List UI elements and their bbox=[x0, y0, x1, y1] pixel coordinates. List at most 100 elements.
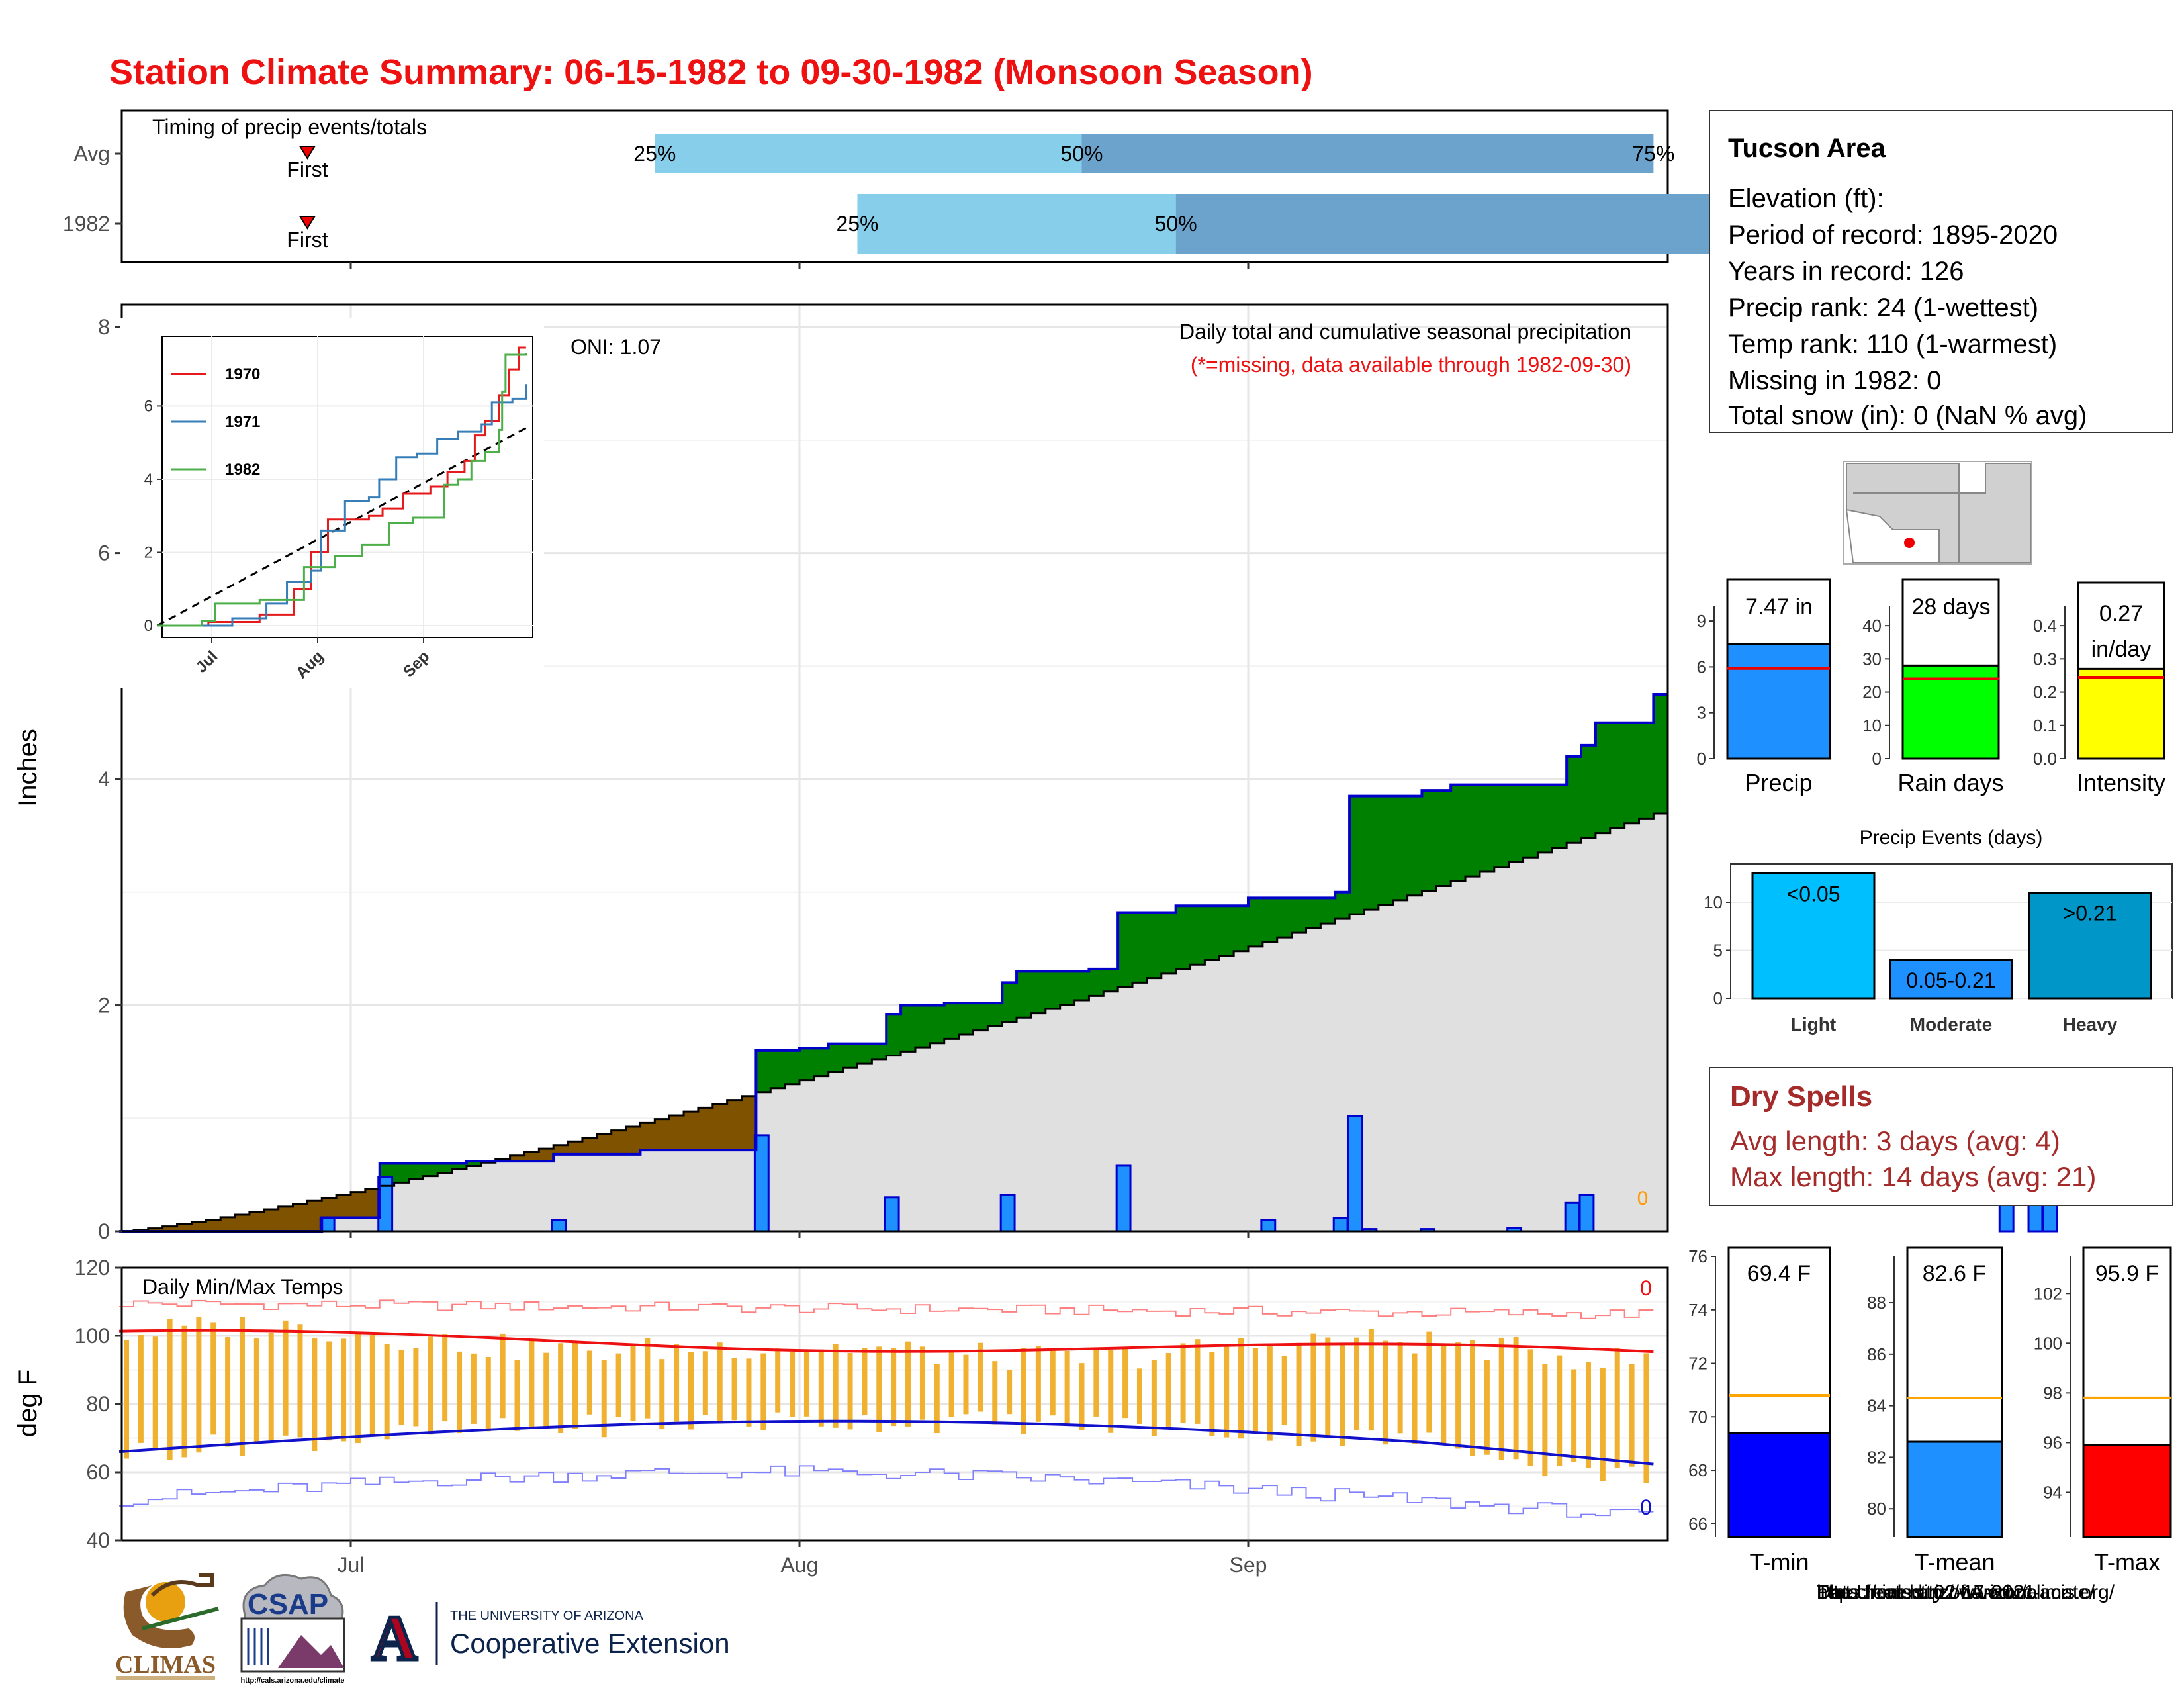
daily-temp-bar bbox=[1267, 1344, 1273, 1441]
temp-ytick-label: 80 bbox=[86, 1392, 110, 1416]
below-normal-area bbox=[249, 1212, 265, 1231]
above-normal-area bbox=[1103, 968, 1118, 992]
inset-series-1982 bbox=[157, 353, 527, 627]
intensity_bar-chart: 0.0 0.1 0.2 0.3 0.4 Intensity 0.27 in/day bbox=[2033, 581, 2165, 796]
tmin-bar-value: 69.4 F bbox=[1747, 1261, 1811, 1286]
inset-ytick-label: 0 bbox=[144, 617, 153, 635]
daily-temp-bar bbox=[702, 1351, 708, 1415]
precip-annotation: Daily total and cumulative seasonal prec… bbox=[1179, 320, 1631, 344]
intensity-bar-value: 0.27 bbox=[2099, 601, 2143, 626]
info-elevation: Elevation (ft): bbox=[1728, 184, 1884, 213]
ua-block-a-icon: A bbox=[371, 1603, 417, 1673]
daily-temp-bar bbox=[919, 1346, 925, 1420]
events-category-label: Light bbox=[1791, 1014, 1836, 1035]
below-normal-area bbox=[307, 1201, 322, 1231]
inset-legend-label: 1982 bbox=[225, 461, 260, 479]
events-bar-moderate bbox=[1889, 959, 2013, 1000]
events-bar-label: >0.21 bbox=[2064, 902, 2117, 925]
tmean_bar-bar bbox=[1906, 1440, 2003, 1538]
daily-temp-bar bbox=[1527, 1349, 1533, 1466]
temp-ytick-label: 120 bbox=[75, 1256, 110, 1280]
daily-temp-bar bbox=[1035, 1346, 1041, 1422]
daily-temp-bar bbox=[803, 1350, 809, 1417]
intensity_bar-ytick-label: 0.1 bbox=[2033, 716, 2057, 735]
below-normal-area bbox=[510, 1155, 525, 1162]
daily-temp-bar bbox=[398, 1349, 404, 1425]
inset-ytick-label: 6 bbox=[144, 397, 153, 415]
tmean_bar-chart: 80 82 84 86 88 T-mean 82.6 F bbox=[1867, 1246, 2003, 1575]
tmin_bar-ytick-label: 66 bbox=[1688, 1514, 1707, 1534]
precip-missing-count: 0 bbox=[1637, 1188, 1649, 1209]
climas-logo-text: CLIMAS bbox=[115, 1651, 216, 1679]
daily-temp-bar bbox=[1165, 1353, 1171, 1427]
daily-precip-bar bbox=[1115, 1164, 1132, 1233]
below-normal-area bbox=[698, 1107, 713, 1150]
precip-events-chart: Precip Events (days) 0 5 10 <0.05 Light 0.05-0… bbox=[1704, 827, 2173, 1035]
daily-temp-bar bbox=[369, 1335, 375, 1437]
tmax_bar-ytick-label: 102 bbox=[2034, 1284, 2062, 1303]
above-normal-area bbox=[1653, 694, 1668, 814]
above-normal-area bbox=[1451, 784, 1466, 882]
above-normal-area bbox=[1045, 971, 1061, 1009]
daily-temp-bar bbox=[1108, 1350, 1114, 1433]
above-normal-area bbox=[1349, 796, 1365, 915]
precip_bar-ytick-label: 3 bbox=[1697, 703, 1706, 723]
daily-temp-bar bbox=[1397, 1342, 1403, 1434]
daily-temp-bar bbox=[210, 1322, 216, 1435]
daily-temp-bar bbox=[1238, 1338, 1244, 1439]
daily-temp-bar bbox=[500, 1333, 506, 1419]
below-normal-area bbox=[162, 1226, 178, 1231]
inset-series-1970 bbox=[157, 346, 526, 627]
daily-temp-bar bbox=[1079, 1363, 1085, 1430]
daily-temp-bar bbox=[978, 1342, 983, 1412]
daily-temp-bar bbox=[1195, 1339, 1201, 1424]
daily-temp-bar bbox=[891, 1348, 897, 1427]
above-normal-area bbox=[1335, 892, 1350, 919]
daily-temp-bar bbox=[1281, 1356, 1287, 1425]
rain_days_bar-ytick-label: 40 bbox=[1862, 616, 1882, 635]
daily-temp-bar bbox=[1093, 1348, 1099, 1417]
daily-temp-bar bbox=[630, 1344, 636, 1421]
tmax_bar-ytick-label: 94 bbox=[2043, 1482, 2062, 1502]
rain_days_bar-ytick-label: 10 bbox=[1862, 716, 1882, 735]
footer-plot-created: Plot created: 02-17-2021 bbox=[1817, 1581, 2036, 1603]
daily-temp-bar bbox=[1571, 1369, 1577, 1462]
tmin_bar-label-box bbox=[1727, 1246, 1831, 1434]
daily-temp-bar bbox=[1325, 1337, 1331, 1436]
daily-temp-bar bbox=[1340, 1344, 1345, 1446]
daily-temp-bar bbox=[1614, 1348, 1620, 1468]
tmean_bar-ytick-label: 80 bbox=[1867, 1499, 1886, 1519]
above-normal-area bbox=[958, 1003, 974, 1035]
above-normal-area bbox=[813, 1048, 829, 1076]
above-normal-area bbox=[886, 1014, 901, 1056]
above-normal-area bbox=[1074, 971, 1090, 1000]
page-title: Station Climate Summary: 06-15-1982 to 0… bbox=[109, 52, 1313, 92]
below-normal-area bbox=[220, 1217, 236, 1231]
daily-temp-bar bbox=[253, 1338, 259, 1444]
events-category-label: Heavy bbox=[2063, 1014, 2118, 1035]
above-normal-area bbox=[987, 1003, 1003, 1027]
below-normal-area bbox=[177, 1224, 193, 1231]
daily-temp-bar bbox=[283, 1320, 289, 1436]
above-normal-area bbox=[1465, 784, 1480, 877]
missing-note: (*=missing, data available through 1982-… bbox=[1191, 353, 1631, 377]
first-event-marker-icon bbox=[298, 146, 316, 160]
daily-temp-bar bbox=[659, 1359, 665, 1430]
daily-temp-bar bbox=[818, 1349, 824, 1427]
tmean_bar-label-box bbox=[1906, 1246, 2003, 1443]
daily-temp-bar bbox=[341, 1338, 347, 1442]
temp-xtick-label: Aug bbox=[781, 1553, 819, 1577]
below-normal-area bbox=[553, 1145, 569, 1154]
daily-temp-bar bbox=[326, 1341, 332, 1441]
above-normal-area bbox=[1089, 968, 1104, 996]
above-normal-area bbox=[799, 1048, 815, 1080]
ua-extension-text: Cooperative Extension bbox=[450, 1628, 730, 1659]
above-normal-area bbox=[1262, 898, 1278, 943]
climas-logo: CLIMAS bbox=[115, 1573, 219, 1680]
precip_bar-ytick-label: 0 bbox=[1697, 749, 1706, 769]
daily-precip-bar bbox=[1260, 1219, 1277, 1233]
daily-temp-bar bbox=[1513, 1337, 1519, 1460]
daily-temp-bar bbox=[1007, 1370, 1013, 1415]
daily-temp-bar bbox=[1542, 1364, 1548, 1477]
below-normal-area bbox=[669, 1115, 684, 1150]
